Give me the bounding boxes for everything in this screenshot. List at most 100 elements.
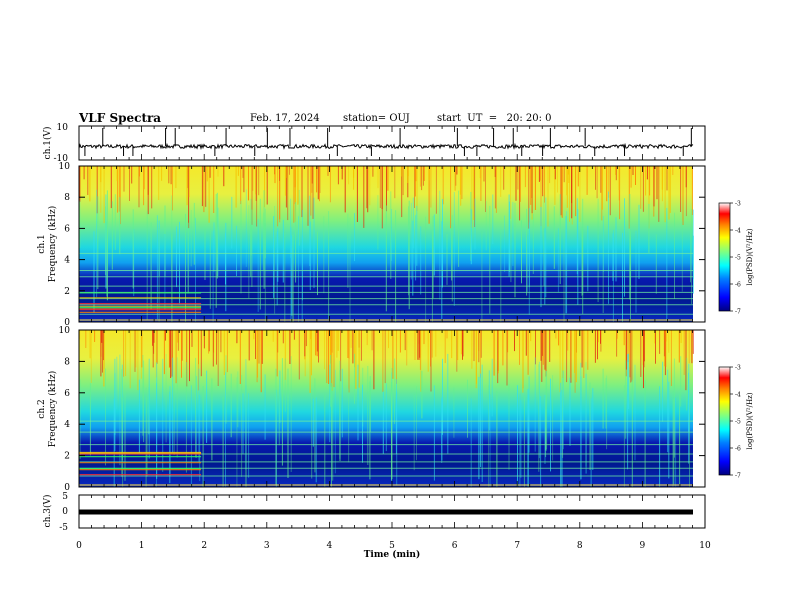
- spectrogram-impulse: [563, 230, 565, 322]
- spectrogram-streak: [670, 330, 672, 386]
- spectrogram-impulse: [315, 397, 317, 483]
- start-time-label: start UT = 20: 20: 0: [437, 113, 552, 124]
- spectrogram-impulse: [659, 386, 661, 487]
- spectrogram-impulse: [89, 383, 91, 456]
- spectrogram-streak: [289, 330, 291, 364]
- spectrogram-streak: [442, 166, 444, 205]
- spectrogram-streak: [480, 166, 482, 201]
- spectrogram-streak: [659, 330, 661, 354]
- spectrogram-impulse: [79, 200, 81, 249]
- spectrogram-impulse: [298, 216, 299, 322]
- spectrogram-streak: [430, 330, 432, 392]
- spectrogram-impulse: [172, 357, 174, 453]
- spectrogram-impulse: [248, 205, 250, 299]
- spectrogram-streak: [497, 330, 499, 384]
- ch1-colorbar-ticks: -3 -4 -5 -6 -7: [730, 201, 741, 316]
- spectrogram-streak: [473, 166, 475, 220]
- spectrogram-impulse: [185, 362, 187, 473]
- spectrogram-streak: [514, 330, 515, 352]
- spectrogram-streak: [348, 166, 350, 185]
- spectrogram-impulse: [292, 234, 294, 322]
- spectrogram-impulse: [171, 234, 173, 322]
- spectrogram-impulse: [341, 368, 343, 438]
- spectrogram-impulse: [605, 378, 607, 429]
- spectrogram-streak: [311, 330, 312, 376]
- spectrogram-streak: [430, 166, 432, 208]
- spectrogram-streak: [414, 166, 416, 197]
- spectrogram-streak: [120, 166, 121, 225]
- spectrogram-impulse: [561, 390, 563, 487]
- spectrogram-streak: [595, 166, 596, 190]
- spectrogram-streak: [517, 166, 519, 190]
- spectrogram-impulse: [331, 383, 332, 487]
- spectrogram-streak: [394, 166, 396, 199]
- spectrogram-impulse: [190, 210, 192, 267]
- spectrogram-impulse: [281, 358, 283, 466]
- spectrogram-impulse: [672, 391, 674, 487]
- spectrogram-streak: [685, 166, 687, 217]
- spectrogram-streak: [476, 330, 477, 384]
- spectrogram-streak: [566, 166, 567, 196]
- spectrogram-streak: [248, 330, 250, 361]
- spectrogram-streak: [547, 166, 549, 227]
- spectrogram-streak: [563, 166, 565, 183]
- spectrogram-impulse: [623, 385, 625, 487]
- spectrogram-impulse: [132, 209, 134, 289]
- spectrogram-streak: [535, 330, 536, 365]
- spectrogram-streak: [419, 330, 421, 370]
- spectrogram-streak: [147, 166, 149, 195]
- spectrogram-impulse: [198, 368, 200, 462]
- spectrogram-impulse: [550, 378, 551, 472]
- spectrogram-streak: [542, 330, 544, 365]
- spectrogram-impulse: [667, 369, 669, 453]
- time-tick-label: 7: [514, 541, 520, 551]
- spectrogram-impulse: [290, 227, 292, 322]
- ch2-colorbar-tick-label: -5: [735, 419, 741, 426]
- spectrogram-streak: [601, 166, 603, 221]
- spectrogram-impulse: [433, 214, 435, 276]
- spectrogram-streak: [340, 330, 342, 382]
- spectrogram-streak: [151, 166, 153, 209]
- spectrogram-streak: [186, 330, 188, 387]
- spectrogram-streak: [312, 166, 314, 219]
- spectrogram-streak: [277, 166, 279, 227]
- spectrogram-streak: [358, 330, 360, 388]
- spectrogram-impulse: [441, 397, 443, 463]
- spectrogram-streak: [586, 166, 588, 195]
- spectrogram-streak: [158, 166, 160, 200]
- spectrogram-streak: [570, 330, 572, 382]
- spectrogram-streak: [311, 166, 313, 193]
- spectrogram-streak: [459, 166, 461, 195]
- ch2-spec-ytick-label: 2: [64, 452, 70, 462]
- spectrogram-streak: [83, 166, 85, 180]
- spectrogram-impulse: [138, 379, 140, 453]
- spectrogram-impulse: [521, 220, 522, 284]
- spectrogram-streak: [382, 330, 384, 392]
- spectrogram-impulse: [354, 353, 355, 404]
- spectrogram-streak: [399, 330, 401, 353]
- spectrogram-impulse: [176, 226, 177, 288]
- spectrogram-impulse: [655, 234, 657, 294]
- spectrogram-impulse: [679, 394, 681, 485]
- spectrogram-impulse: [93, 231, 95, 313]
- spectrogram-impulse: [317, 231, 318, 296]
- spectrogram-streak: [640, 166, 642, 209]
- spectrogram-streak: [239, 330, 241, 384]
- spectrogram-streak: [366, 330, 368, 346]
- spectrogram-streak: [100, 166, 102, 213]
- spectrogram-streak: [310, 166, 312, 216]
- spectrogram-streak: [616, 330, 618, 339]
- spectrogram-impulse: [277, 228, 279, 282]
- spectrogram-impulse: [287, 368, 289, 478]
- spectrogram-streak: [519, 166, 521, 202]
- spectrogram-streak: [630, 330, 632, 383]
- spectrogram-streak: [161, 166, 163, 181]
- spectrogram-impulse: [673, 399, 675, 485]
- spectrogram-streak: [421, 166, 423, 191]
- spectrogram-streak: [562, 330, 564, 378]
- spectrogram-streak: [406, 330, 408, 366]
- spectrogram-streak: [483, 166, 485, 182]
- spectrogram-impulse: [240, 201, 242, 294]
- figure-title: VLF Spectra: [79, 111, 162, 125]
